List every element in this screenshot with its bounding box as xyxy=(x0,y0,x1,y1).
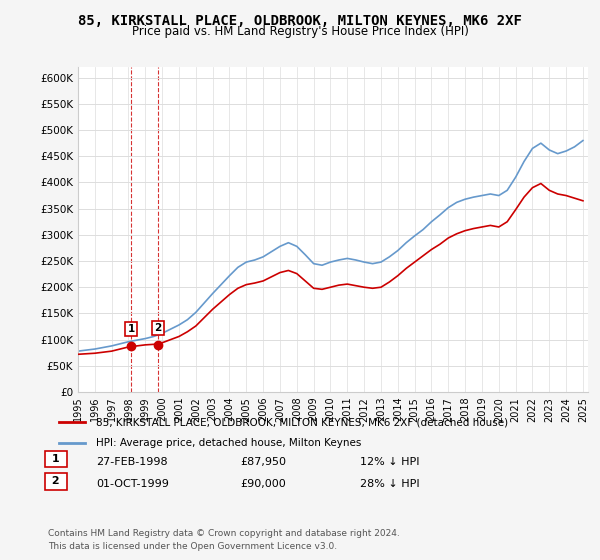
Text: 85, KIRKSTALL PLACE, OLDBROOK, MILTON KEYNES, MK6 2XF: 85, KIRKSTALL PLACE, OLDBROOK, MILTON KE… xyxy=(78,14,522,28)
Text: £90,000: £90,000 xyxy=(240,479,286,489)
Text: 85, KIRKSTALL PLACE, OLDBROOK, MILTON KEYNES, MK6 2XF (detached house): 85, KIRKSTALL PLACE, OLDBROOK, MILTON KE… xyxy=(96,417,508,427)
Text: 28% ↓ HPI: 28% ↓ HPI xyxy=(360,479,419,489)
Text: 1: 1 xyxy=(48,454,64,464)
Text: 01-OCT-1999: 01-OCT-1999 xyxy=(96,479,169,489)
Text: 2: 2 xyxy=(154,323,161,333)
Text: 12% ↓ HPI: 12% ↓ HPI xyxy=(360,457,419,467)
Text: £87,950: £87,950 xyxy=(240,457,286,467)
Text: Contains HM Land Registry data © Crown copyright and database right 2024.
This d: Contains HM Land Registry data © Crown c… xyxy=(48,529,400,550)
Text: 27-FEB-1998: 27-FEB-1998 xyxy=(96,457,167,467)
Text: 1: 1 xyxy=(127,324,134,334)
Text: Price paid vs. HM Land Registry's House Price Index (HPI): Price paid vs. HM Land Registry's House … xyxy=(131,25,469,38)
Text: HPI: Average price, detached house, Milton Keynes: HPI: Average price, detached house, Milt… xyxy=(96,438,361,448)
Text: 2: 2 xyxy=(48,477,64,487)
